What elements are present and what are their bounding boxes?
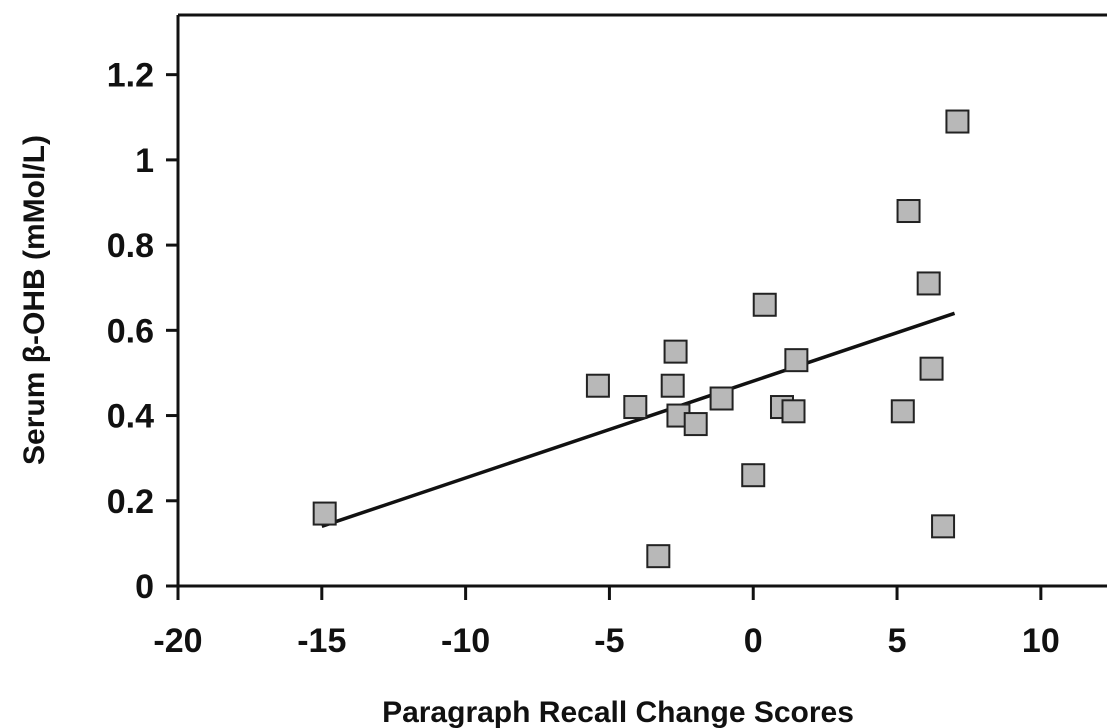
data-point bbox=[931, 514, 956, 539]
x-tick-label: 10 bbox=[1022, 622, 1060, 660]
plot-frame bbox=[176, 13, 1107, 588]
x-tick-label: -20 bbox=[153, 622, 202, 660]
data-point bbox=[945, 109, 970, 134]
data-point bbox=[919, 356, 944, 381]
x-tick-label: 5 bbox=[888, 622, 907, 660]
data-point bbox=[896, 199, 921, 224]
trendline-group bbox=[321, 311, 956, 529]
data-point bbox=[916, 271, 941, 296]
y-tick-label: 0 bbox=[135, 568, 154, 606]
y-tick-label: 1.2 bbox=[107, 57, 154, 95]
x-tick-label: -15 bbox=[297, 622, 346, 660]
y-tick-label: 0.4 bbox=[107, 398, 154, 436]
y-tick-label: 0.2 bbox=[107, 483, 154, 521]
data-point bbox=[709, 386, 734, 411]
data-point bbox=[781, 399, 806, 424]
data-point bbox=[623, 395, 648, 420]
data-point bbox=[683, 412, 708, 437]
data-point bbox=[752, 292, 777, 317]
x-tick-label: -10 bbox=[441, 622, 490, 660]
y-tick-label: 1 bbox=[135, 142, 154, 180]
x-axis-ticks: -20 -15 -10 -5 0 5 10 bbox=[153, 586, 1060, 660]
y-axis-title: Serum β-OHB (mMol/L) bbox=[18, 135, 51, 465]
data-point bbox=[890, 399, 915, 424]
data-point bbox=[663, 339, 688, 364]
x-tick-label: 0 bbox=[744, 622, 763, 660]
data-point bbox=[312, 501, 337, 526]
data-point bbox=[784, 348, 809, 373]
y-axis-ticks: 0 0.2 0.4 0.6 0.8 1 1.2 bbox=[107, 57, 178, 606]
y-tick-label: 0.8 bbox=[107, 227, 154, 265]
data-point bbox=[585, 373, 610, 398]
data-point bbox=[660, 373, 685, 398]
x-tick-label: -5 bbox=[594, 622, 624, 660]
data-point bbox=[741, 463, 766, 488]
x-axis-title: Paragraph Recall Change Scores bbox=[382, 696, 854, 728]
trendline bbox=[321, 311, 956, 529]
data-points bbox=[312, 109, 970, 569]
data-point bbox=[646, 544, 671, 569]
y-tick-label: 0.6 bbox=[107, 312, 154, 350]
